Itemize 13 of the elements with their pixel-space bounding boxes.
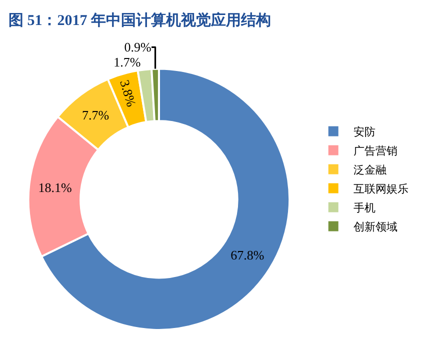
legend-label: 广告营销 (353, 144, 398, 158)
data-label: 67.8% (230, 247, 264, 262)
legend-label: 创新领域 (353, 220, 398, 234)
chart-title: 图 51：2017 年中国计算机视觉应用结构 (8, 10, 271, 29)
data-label: 1.7% (114, 54, 141, 70)
data-label: 3.8% (117, 78, 140, 109)
legend-label: 泛金融 (353, 164, 386, 177)
legend-label: 手机 (353, 202, 376, 215)
data-label: 18.1% (38, 180, 72, 195)
legend-label: 安防 (353, 126, 376, 139)
data-label: 7.7% (82, 108, 110, 123)
data-label: 0.9% (124, 40, 152, 55)
legend-label: 互联网娱乐 (353, 182, 408, 196)
